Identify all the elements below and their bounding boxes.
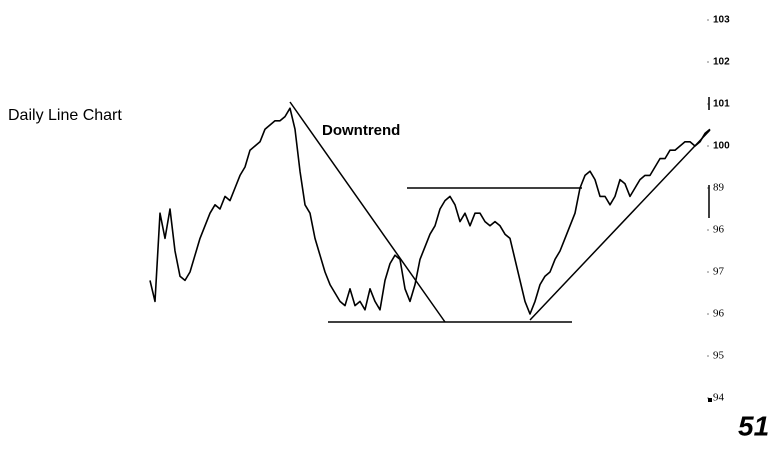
y-tick-label: 102	[713, 57, 730, 68]
y-tick-label: 97	[713, 266, 725, 278]
marker	[708, 398, 712, 402]
y-tick-label: 94	[713, 392, 725, 404]
y-tick-label: 96	[713, 224, 725, 236]
page-number: 51	[738, 410, 769, 441]
y-tick-label: 89	[713, 182, 725, 194]
trendlines	[289, 97, 711, 323]
y-tick-label: 103	[713, 15, 730, 26]
chart-title: Daily Line Chart	[8, 107, 122, 124]
price-line	[149, 107, 711, 315]
y-tick-label: 96	[713, 308, 725, 320]
downtrend-line	[289, 101, 446, 323]
y-tick-label: 100	[713, 141, 730, 152]
y-tick-label: 101	[713, 99, 730, 110]
annotation: Downtrend	[322, 122, 400, 139]
y-tick-label: 95	[713, 350, 725, 362]
uptrend-line	[529, 129, 711, 321]
